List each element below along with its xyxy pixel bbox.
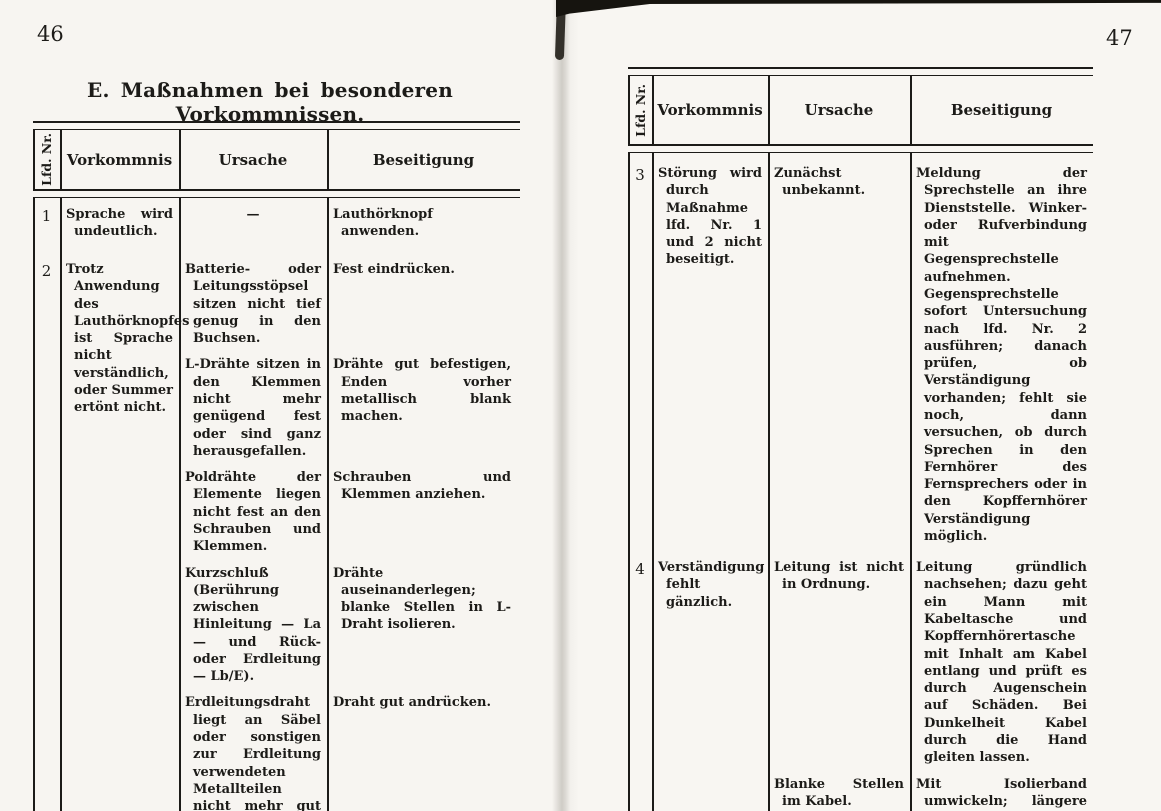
table-top-rule bbox=[628, 67, 1093, 76]
cause-remedy-pair: L-Drähte sitzen in den Klemmen nicht meh… bbox=[179, 356, 520, 460]
section-title: E. Maßnahmen bei besonderen Vorkommnisse… bbox=[87, 78, 453, 126]
row-number: 1 bbox=[41, 207, 52, 225]
rows-container-left: 1 Sprache wird undeutlich. — Lauthörknopf a… bbox=[33, 206, 520, 811]
column-divider bbox=[768, 153, 770, 811]
beseitigung-cell: Fest eindrücken. bbox=[333, 262, 455, 277]
column-header-nr: Lfd. Nr. bbox=[39, 133, 54, 186]
table-body-left: 1 Sprache wird undeutlich. — Lauthörknopf a… bbox=[33, 198, 520, 811]
column-divider bbox=[910, 76, 912, 144]
cause-remedy-pair: Zunächst unbekannt. Meldung der Sprechste… bbox=[768, 165, 1093, 545]
ursache-cell: Erdleitungsdraht liegt an Säbel oder son… bbox=[185, 695, 321, 811]
column-header-vorkommnis: Vorkommnis bbox=[66, 150, 173, 169]
vorkommnis-cell: Trotz Anwendung des Lauthörknopfes ist S… bbox=[66, 262, 190, 416]
table-row: 2 Trotz Anwendung des Lauthörknopfes ist … bbox=[33, 261, 520, 811]
ursache-cell: Kurzschluß (Berührung zwischen Hinleitun… bbox=[185, 565, 321, 685]
column-header-nr: Lfd. Nr. bbox=[632, 83, 648, 137]
table-border-line bbox=[33, 130, 35, 189]
ursache-cell: Leitung ist nicht in Ordnung. bbox=[774, 560, 904, 593]
ursache-cell: L-Drähte sitzen in den Klemmen nicht meh… bbox=[185, 357, 321, 459]
rows-container-right: 3 Störung wird durch Maßnahme lfd. Nr. 1 … bbox=[628, 165, 1093, 811]
ursache-cell: Batterie- oder Leitungsstöpsel sitzen ni… bbox=[185, 262, 321, 347]
page-47: 47 Lfd. Nr. Vorkommnis Ursache Beseitigu… bbox=[578, 0, 1161, 811]
table-header-left: Lfd. Nr. Vorkommnis Ursache Beseitigung bbox=[33, 130, 520, 189]
ursache-cell: — bbox=[246, 207, 260, 222]
table-border-line bbox=[628, 153, 630, 811]
column-divider bbox=[179, 198, 181, 811]
page-number-left: 46 bbox=[37, 22, 64, 46]
page-46: 46 E. Maßnahmen bei besonderen Vorkommni… bbox=[0, 0, 556, 811]
ursache-cell: Poldrähte der Elemente liegen nicht fest… bbox=[185, 470, 321, 555]
column-divider bbox=[60, 198, 62, 811]
table-top-rule bbox=[33, 121, 520, 130]
beseitigung-cell: Meldung der Sprechstelle an ihre Diensts… bbox=[916, 166, 1087, 544]
ursache-cell: Zunächst unbekannt. bbox=[774, 166, 866, 199]
cause-remedy-pair: — Lauthörknopf anwenden. bbox=[179, 206, 520, 241]
beseitigung-cell: Mit Isolierband umwickeln; längere Strec… bbox=[916, 776, 1087, 809]
table-row: 3 Störung wird durch Maßnahme lfd. Nr. 1 … bbox=[628, 165, 1093, 545]
page-edge-black-line bbox=[640, 0, 1161, 4]
table-header-right: Lfd. Nr. Vorkommnis Ursache Beseitigung bbox=[628, 76, 1093, 144]
vorkommnis-cell: Störung wird durch Maßnahme lfd. Nr. 1 u… bbox=[658, 166, 762, 268]
page-number-right: 47 bbox=[1106, 26, 1133, 50]
column-divider bbox=[910, 153, 912, 811]
cause-remedy-pair: Erdleitungsdraht liegt an Säbel oder son… bbox=[179, 694, 520, 811]
table-row: 1 Sprache wird undeutlich. — Lauthörknopf a… bbox=[33, 206, 520, 241]
troubleshooting-table-right: Lfd. Nr. Vorkommnis Ursache Beseitigung … bbox=[628, 67, 1093, 811]
table-body-right: 3 Störung wird durch Maßnahme lfd. Nr. 1 … bbox=[628, 153, 1093, 811]
column-divider bbox=[768, 76, 770, 144]
troubleshooting-table-left: Lfd. Nr. Vorkommnis Ursache Beseitigung … bbox=[33, 121, 520, 811]
table-row: 4 Verständigung fehlt gänzlich. Leitung is… bbox=[628, 559, 1093, 811]
column-header-beseitigung: Beseitigung bbox=[372, 150, 475, 169]
column-divider bbox=[652, 153, 654, 811]
column-divider bbox=[652, 76, 654, 144]
cause-remedy-pair: Poldrähte der Elemente liegen nicht fest… bbox=[179, 469, 520, 555]
book-spine-shadow bbox=[552, 0, 578, 811]
column-header-beseitigung: Beseitigung bbox=[950, 101, 1053, 119]
vorkommnis-cell: Sprache wird undeutlich. bbox=[66, 207, 173, 240]
row-number: 4 bbox=[635, 560, 645, 579]
ursache-cell: Blanke Stellen im Kabel. bbox=[774, 776, 904, 809]
column-header-vorkommnis: Vorkommnis bbox=[657, 101, 763, 119]
column-header-ursache: Ursache bbox=[804, 101, 874, 119]
vorkommnis-cell: Verständigung fehlt gänzlich. bbox=[658, 560, 765, 610]
beseitigung-cell: Drähte auseinanderlegen; blanke Stellen … bbox=[333, 565, 511, 633]
header-bottom-rule bbox=[628, 144, 1093, 153]
column-header-ursache: Ursache bbox=[218, 150, 288, 169]
column-divider bbox=[327, 130, 329, 189]
beseitigung-cell: Draht gut andrücken. bbox=[333, 695, 492, 711]
cause-remedy-pair: Blanke Stellen im Kabel. Mit Isolierband … bbox=[768, 776, 1093, 811]
beseitigung-cell: Drähte gut befestigen, Enden vorher meta… bbox=[333, 357, 511, 425]
column-divider bbox=[60, 130, 62, 189]
cause-remedy-pair: Leitung ist nicht in Ordnung. Leitung grü… bbox=[768, 559, 1093, 766]
header-bottom-rule bbox=[33, 189, 520, 198]
beseitigung-cell: Leitung gründlich nachsehen; dazu geht e… bbox=[916, 560, 1087, 766]
row-number: 2 bbox=[41, 262, 52, 280]
cause-remedy-pair: Kurzschluß (Berührung zwischen Hinleitun… bbox=[179, 565, 520, 686]
table-border-line bbox=[628, 76, 630, 144]
column-divider bbox=[179, 130, 181, 189]
table-border-line bbox=[33, 198, 35, 811]
column-divider bbox=[327, 198, 329, 811]
beseitigung-cell: Lauthörknopf anwenden. bbox=[333, 207, 433, 240]
beseitigung-cell: Schrauben und Klemmen anziehen. bbox=[333, 470, 511, 503]
row-number: 3 bbox=[635, 166, 645, 184]
cause-remedy-pair: Batterie- oder Leitungsstöpsel sitzen ni… bbox=[179, 261, 520, 347]
